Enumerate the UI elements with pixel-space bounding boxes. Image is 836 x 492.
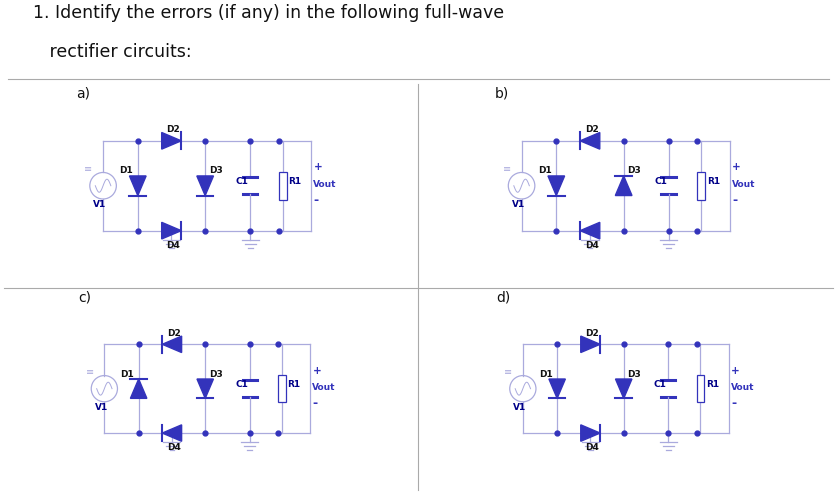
Text: b): b)	[494, 87, 508, 101]
Text: Vout: Vout	[731, 180, 754, 189]
Text: R1: R1	[706, 380, 718, 389]
Text: R1: R1	[706, 177, 719, 185]
Text: V1: V1	[94, 200, 106, 209]
Polygon shape	[161, 132, 181, 149]
Text: V1: V1	[512, 403, 526, 412]
Text: d): d)	[496, 291, 510, 305]
Polygon shape	[548, 176, 564, 195]
Text: -: -	[730, 397, 736, 410]
Polygon shape	[162, 336, 181, 353]
Polygon shape	[579, 132, 599, 149]
Text: rectifier circuits:: rectifier circuits:	[33, 43, 192, 62]
Text: D1: D1	[120, 369, 134, 378]
Text: +: +	[312, 366, 321, 375]
Polygon shape	[614, 379, 631, 399]
Text: D3: D3	[209, 166, 222, 176]
Polygon shape	[614, 176, 631, 195]
Polygon shape	[579, 222, 599, 239]
Text: C1: C1	[235, 380, 248, 389]
Text: -: -	[312, 397, 318, 410]
Text: C1: C1	[236, 177, 248, 185]
Polygon shape	[196, 176, 213, 195]
Polygon shape	[130, 379, 146, 399]
Text: D1: D1	[538, 166, 551, 176]
Text: C1: C1	[653, 380, 666, 389]
Text: +: +	[314, 162, 322, 172]
Polygon shape	[580, 425, 599, 441]
Text: D3: D3	[209, 369, 222, 378]
Text: D1: D1	[120, 166, 133, 176]
Text: Vout: Vout	[312, 383, 335, 392]
Text: D2: D2	[584, 329, 599, 338]
Text: +: +	[732, 162, 740, 172]
Bar	[278, 172, 286, 200]
Text: D3: D3	[627, 166, 640, 176]
Text: Vout: Vout	[730, 383, 753, 392]
Bar	[696, 375, 703, 402]
Bar	[278, 375, 285, 402]
Text: D4: D4	[584, 241, 598, 250]
Text: ≡: ≡	[84, 164, 92, 174]
Text: 1. Identify the errors (if any) in the following full-wave: 1. Identify the errors (if any) in the f…	[33, 4, 504, 22]
Text: -: -	[732, 194, 737, 207]
Text: -: -	[314, 194, 319, 207]
Text: D2: D2	[166, 329, 181, 338]
Text: a): a)	[76, 87, 90, 101]
Text: C1: C1	[654, 177, 666, 185]
Polygon shape	[548, 379, 564, 399]
Text: V1: V1	[94, 403, 108, 412]
Text: D1: D1	[538, 369, 552, 378]
Text: R1: R1	[288, 380, 300, 389]
Text: D2: D2	[584, 125, 598, 134]
Text: R1: R1	[288, 177, 301, 185]
Polygon shape	[162, 425, 181, 441]
Text: ≡: ≡	[85, 367, 94, 377]
Polygon shape	[130, 176, 146, 195]
Text: D2: D2	[166, 125, 180, 134]
Text: D3: D3	[627, 369, 640, 378]
Polygon shape	[161, 222, 181, 239]
Text: Vout: Vout	[313, 180, 336, 189]
Polygon shape	[580, 336, 599, 353]
Text: +: +	[730, 366, 739, 375]
Polygon shape	[196, 379, 213, 399]
Text: V1: V1	[512, 200, 524, 209]
Bar	[696, 172, 704, 200]
Text: ≡: ≡	[503, 367, 512, 377]
Text: D4: D4	[166, 241, 180, 250]
Text: D4: D4	[166, 443, 181, 452]
Text: ≡: ≡	[502, 164, 510, 174]
Text: D4: D4	[584, 443, 599, 452]
Text: c): c)	[78, 291, 91, 305]
